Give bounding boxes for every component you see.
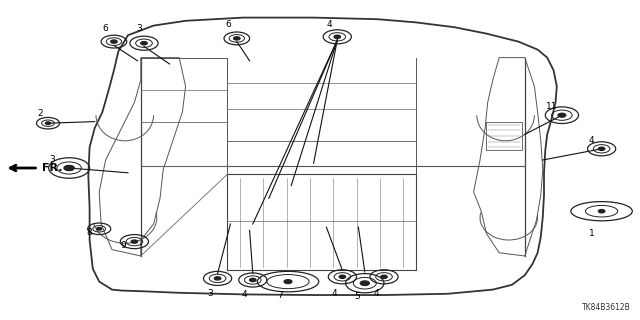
Text: FR.: FR. xyxy=(42,163,62,173)
Circle shape xyxy=(598,147,605,150)
Text: 6: 6 xyxy=(226,20,231,28)
Circle shape xyxy=(250,278,256,282)
Circle shape xyxy=(334,35,340,38)
Text: 4: 4 xyxy=(374,289,379,298)
Circle shape xyxy=(141,42,147,45)
Circle shape xyxy=(214,277,221,280)
Circle shape xyxy=(64,165,74,171)
Text: 4: 4 xyxy=(332,289,337,298)
Text: 1: 1 xyxy=(589,229,594,238)
Text: 3: 3 xyxy=(137,24,142,33)
Text: 4: 4 xyxy=(242,290,247,299)
Circle shape xyxy=(284,280,292,284)
Text: 9: 9 xyxy=(120,241,125,250)
Text: 6: 6 xyxy=(103,24,108,33)
Text: 3: 3 xyxy=(50,155,55,164)
Text: 4: 4 xyxy=(326,20,332,28)
Text: 2: 2 xyxy=(37,109,42,118)
Circle shape xyxy=(97,228,102,230)
Circle shape xyxy=(111,40,117,43)
Circle shape xyxy=(339,275,346,278)
Text: 5: 5 xyxy=(355,292,360,301)
Circle shape xyxy=(45,122,51,124)
Text: 3: 3 xyxy=(207,289,212,298)
Text: 11: 11 xyxy=(546,102,557,111)
Circle shape xyxy=(360,281,369,285)
Circle shape xyxy=(234,37,240,40)
Circle shape xyxy=(131,240,138,243)
Text: TK84B3612B: TK84B3612B xyxy=(582,303,630,312)
Text: 7: 7 xyxy=(277,292,282,300)
Circle shape xyxy=(598,210,605,213)
Circle shape xyxy=(558,113,566,117)
Text: 8: 8 xyxy=(87,228,92,237)
Text: 4: 4 xyxy=(589,136,594,145)
Circle shape xyxy=(381,275,387,278)
